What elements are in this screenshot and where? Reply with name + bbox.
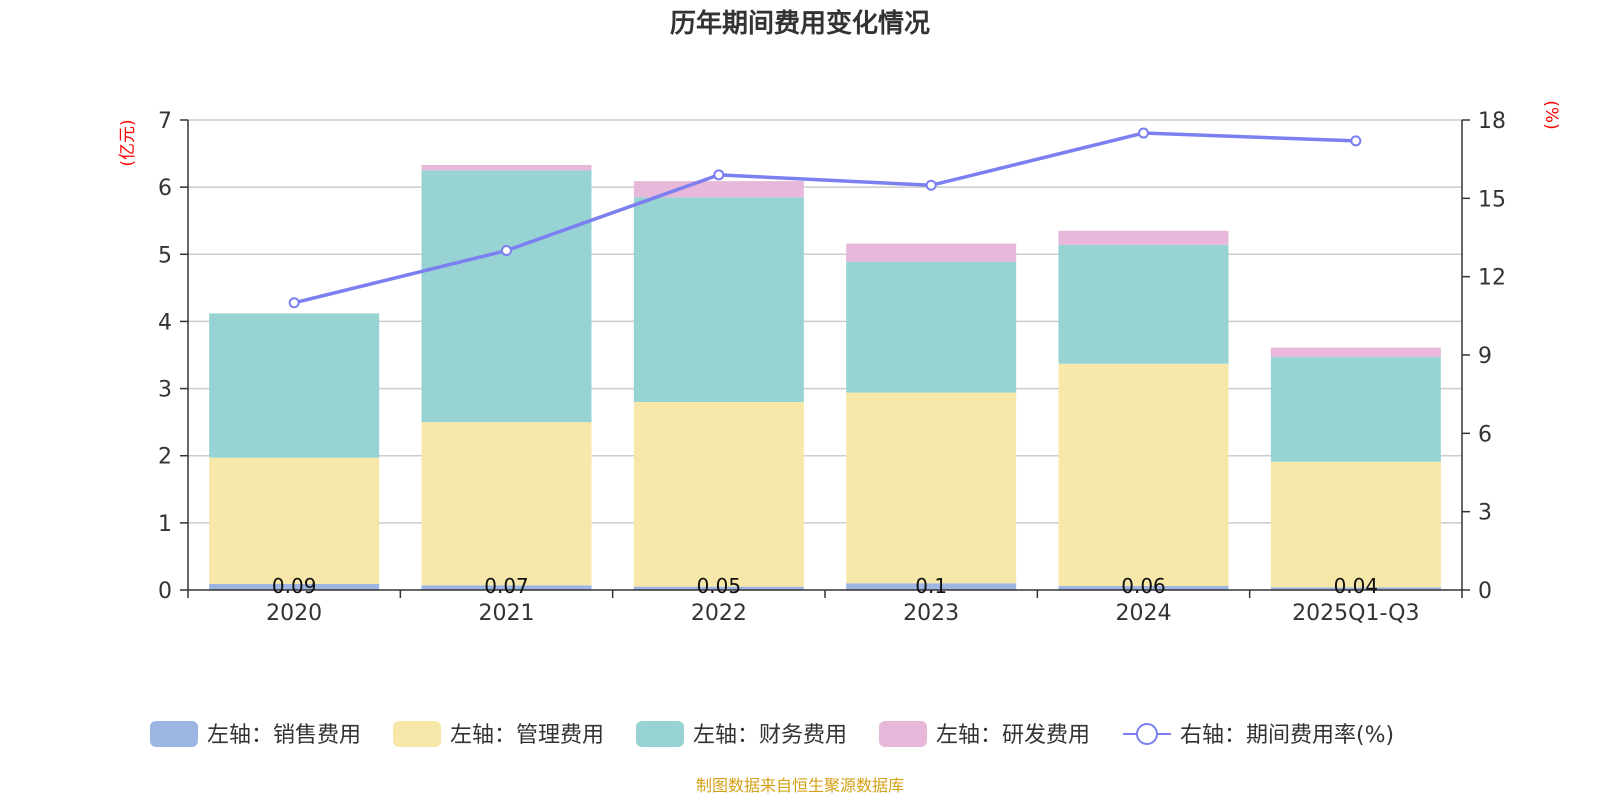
right-axis-tick-label: 0: [1478, 579, 1492, 604]
right-axis-tick-label: 12: [1478, 266, 1506, 291]
right-axis-unit: (%): [1541, 100, 1561, 129]
left-axis-tick-label: 2: [158, 445, 172, 470]
bar-segment-3-5: [1058, 244, 1229, 364]
bar-data-label: 0.05: [697, 574, 742, 598]
legend-label: 左轴：财务费用: [693, 723, 847, 748]
right-axis-tick-label: 9: [1478, 344, 1492, 369]
bar-segment-1-4: [846, 583, 1017, 590]
legend-label: 左轴：管理费用: [450, 723, 604, 748]
right-axis-tick-label: 15: [1478, 187, 1506, 212]
bar-segment-1-5: [1058, 585, 1229, 590]
left-axis-tick-label: 4: [158, 310, 172, 335]
left-axis-tick-label: 6: [158, 176, 172, 201]
legend-label: 左轴：销售费用: [207, 723, 361, 748]
chart-title: 历年期间费用变化情况: [670, 8, 930, 39]
bars: [209, 164, 1441, 590]
x-axis-tick-label: 2023: [903, 601, 959, 626]
bar-segment-1-6: [1270, 587, 1441, 590]
grid-lines: [188, 119, 1462, 524]
rate-line: [288, 127, 1362, 309]
left-axis-tick-label: 0: [158, 579, 172, 604]
bar-labels: 0.09 0.07 0.05 0.1 0.06 0.04: [272, 574, 1378, 598]
bar-segment-3-3: [633, 197, 804, 402]
bar-segment-3-4: [846, 261, 1017, 393]
bar-segment-3-1: [209, 313, 380, 458]
rate-line-point: [288, 297, 300, 309]
bar-segment-2-3: [633, 402, 804, 587]
legend-swatch: [636, 721, 684, 747]
bar-segment-4-4: [846, 243, 1017, 262]
rate-line-point: [1138, 127, 1149, 139]
bar-segment-3-2: [421, 170, 592, 423]
rate-line-point: [713, 169, 725, 181]
bar-segment-2-2: [421, 422, 592, 586]
left-axis-tick-label: 1: [158, 512, 172, 537]
x-axis-tick-label: 2021: [479, 601, 535, 626]
bar-segment-2-6: [1270, 461, 1441, 588]
bar-segment-2-5: [1058, 363, 1229, 586]
rate-line-point: [1350, 135, 1362, 147]
legend-label: 右轴：期间费用率(%): [1180, 723, 1394, 748]
left-axis-tick-label: 7: [158, 109, 172, 134]
bar-segment-4-5: [1058, 230, 1229, 245]
x-axis-tick-label: 2020: [266, 601, 322, 626]
legend-circle-icon: [1136, 723, 1158, 745]
left-axis-tick-label: 5: [158, 243, 172, 268]
bar-segment-1-3: [633, 586, 804, 590]
bar-data-label: 0.04: [1334, 574, 1379, 598]
legend-item-2[interactable]: 左轴：管理费用: [393, 721, 604, 748]
left-axis-tick-label: 3: [158, 378, 172, 403]
x-axis-tick-label: 2025Q1-Q3: [1292, 601, 1419, 626]
legend-item-5[interactable]: 右轴：期间费用率(%): [1123, 723, 1394, 748]
right-axis-tick-label: 6: [1478, 422, 1492, 447]
x-axis-tick-label: 2022: [691, 601, 747, 626]
legend-swatch: [879, 721, 927, 747]
bar-segment-3-6: [1270, 357, 1441, 462]
bar-data-label: 0.09: [272, 574, 317, 598]
rate-line-path: [293, 131, 1356, 305]
bar-data-label: 0.1: [915, 574, 947, 598]
source-note: 制图数据来自恒生聚源数据库: [696, 776, 904, 795]
legend-item-3[interactable]: 左轴：财务费用: [636, 721, 847, 748]
right-axis-tick-label: 18: [1478, 109, 1506, 134]
bar-data-label: 0.07: [484, 574, 529, 598]
legend: 左轴：销售费用 左轴：管理费用 左轴：财务费用 左轴：研发费用 右轴：期间费用率(%): [150, 721, 1394, 748]
left-axis-unit: (亿元): [118, 119, 138, 166]
right-axis-tick-label: 3: [1478, 501, 1492, 526]
bar-segment-2-1: [209, 457, 380, 584]
bar-segment-4-3: [633, 181, 804, 198]
legend-item-4[interactable]: 左轴：研发费用: [879, 721, 1090, 748]
bar-segment-4-6: [1270, 347, 1441, 358]
legend-swatch: [393, 721, 441, 747]
bar-segment-2-4: [846, 392, 1017, 584]
rate-line-point: [925, 179, 937, 191]
bar-data-label: 0.06: [1121, 574, 1166, 598]
x-axis-tick-label: 2024: [1116, 601, 1172, 626]
legend-swatch: [150, 721, 198, 747]
bar-segment-1-1: [209, 583, 380, 590]
legend-label: 左轴：研发费用: [936, 723, 1090, 748]
rate-line-point: [501, 245, 512, 257]
legend-item-1[interactable]: 左轴：销售费用: [150, 721, 361, 748]
bar-segment-4-2: [421, 164, 592, 171]
bar-segment-1-2: [421, 585, 592, 590]
